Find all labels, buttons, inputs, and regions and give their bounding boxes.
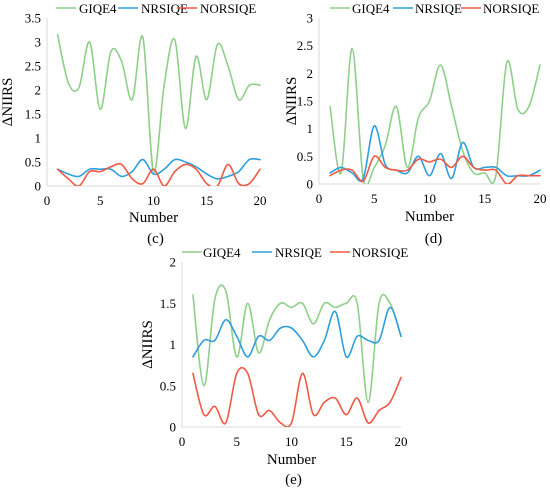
y-tick-label: 1: [35, 131, 42, 146]
panel-label: (c): [147, 231, 164, 247]
x-tick-label: 0: [44, 193, 51, 208]
y-tick-label: 0: [307, 177, 314, 192]
legend-label-norsiqe: NORSIQE: [200, 1, 256, 16]
x-tick-label: 15: [340, 434, 353, 449]
panel-label: (d): [425, 231, 443, 247]
x-tick-label: 0: [316, 191, 323, 206]
x-tick-label: 15: [478, 191, 491, 206]
x-tick-label: 5: [234, 434, 241, 449]
x-tick-label: 10: [285, 434, 298, 449]
y-axis-title: ΔNIIRS: [140, 320, 156, 369]
y-axis-title: ΔNIIRS: [0, 78, 16, 127]
y-tick-label: 3.5: [25, 11, 41, 26]
y-tick-label: 2: [307, 66, 314, 81]
x-tick-label: 20: [395, 434, 408, 449]
y-tick-label: 1: [170, 337, 177, 352]
y-tick-label: 2: [35, 83, 42, 98]
legend-label-giqe4: GIQE4: [352, 1, 390, 16]
y-tick-label: 1.5: [160, 296, 176, 311]
series-line-nrsiqe: [193, 307, 401, 357]
x-axis-title: Number: [405, 209, 454, 225]
x-tick-label: 15: [200, 193, 213, 208]
y-tick-label: 1: [307, 121, 314, 136]
y-tick-label: 2.5: [25, 59, 41, 74]
x-tick-label: 10: [147, 193, 160, 208]
legend-label-giqe4: GIQE4: [79, 1, 117, 16]
series-line-giqe4: [58, 35, 260, 172]
x-axis-title: Number: [129, 210, 178, 226]
x-tick-label: 20: [534, 191, 547, 206]
y-tick-label: 3: [307, 11, 314, 26]
x-tick-label: 5: [371, 191, 378, 206]
legend-label-norsiqe: NORSIQE: [352, 245, 408, 260]
panel-label: (e): [285, 472, 302, 487]
y-tick-label: 0.5: [25, 155, 41, 170]
legend-label-giqe4: GIQE4: [203, 245, 241, 260]
y-tick-label: 0.5: [160, 378, 176, 393]
y-tick-label: 1.5: [25, 107, 41, 122]
y-tick-label: 0.5: [297, 149, 313, 164]
x-tick-label: 10: [423, 191, 436, 206]
legend-label-nrsiqe: NRSIQE: [275, 245, 322, 260]
chart-panel-c: 0 0.5 1 1.5 2 2.5 3 3.5 0 5 10 15 20 Number ΔNIIRS GIQE…: [0, 1, 267, 247]
legend-label-nrsiqe: NRSIQE: [415, 1, 462, 16]
series-line-giqe4: [193, 285, 401, 402]
y-tick-label: 0: [170, 420, 177, 435]
x-tick-label: 20: [254, 193, 267, 208]
x-tick-label: 0: [179, 434, 186, 449]
y-axis-title: ΔNIIRS: [284, 77, 300, 126]
y-tick-label: 0: [35, 179, 42, 194]
legend-label-norsiqe: NORSIQE: [483, 1, 539, 16]
y-tick-label: 2.5: [297, 38, 313, 53]
y-tick-label: 2: [170, 255, 177, 270]
y-tick-label: 3: [35, 35, 42, 50]
x-axis-title: Number: [267, 452, 316, 468]
x-tick-label: 5: [97, 193, 104, 208]
